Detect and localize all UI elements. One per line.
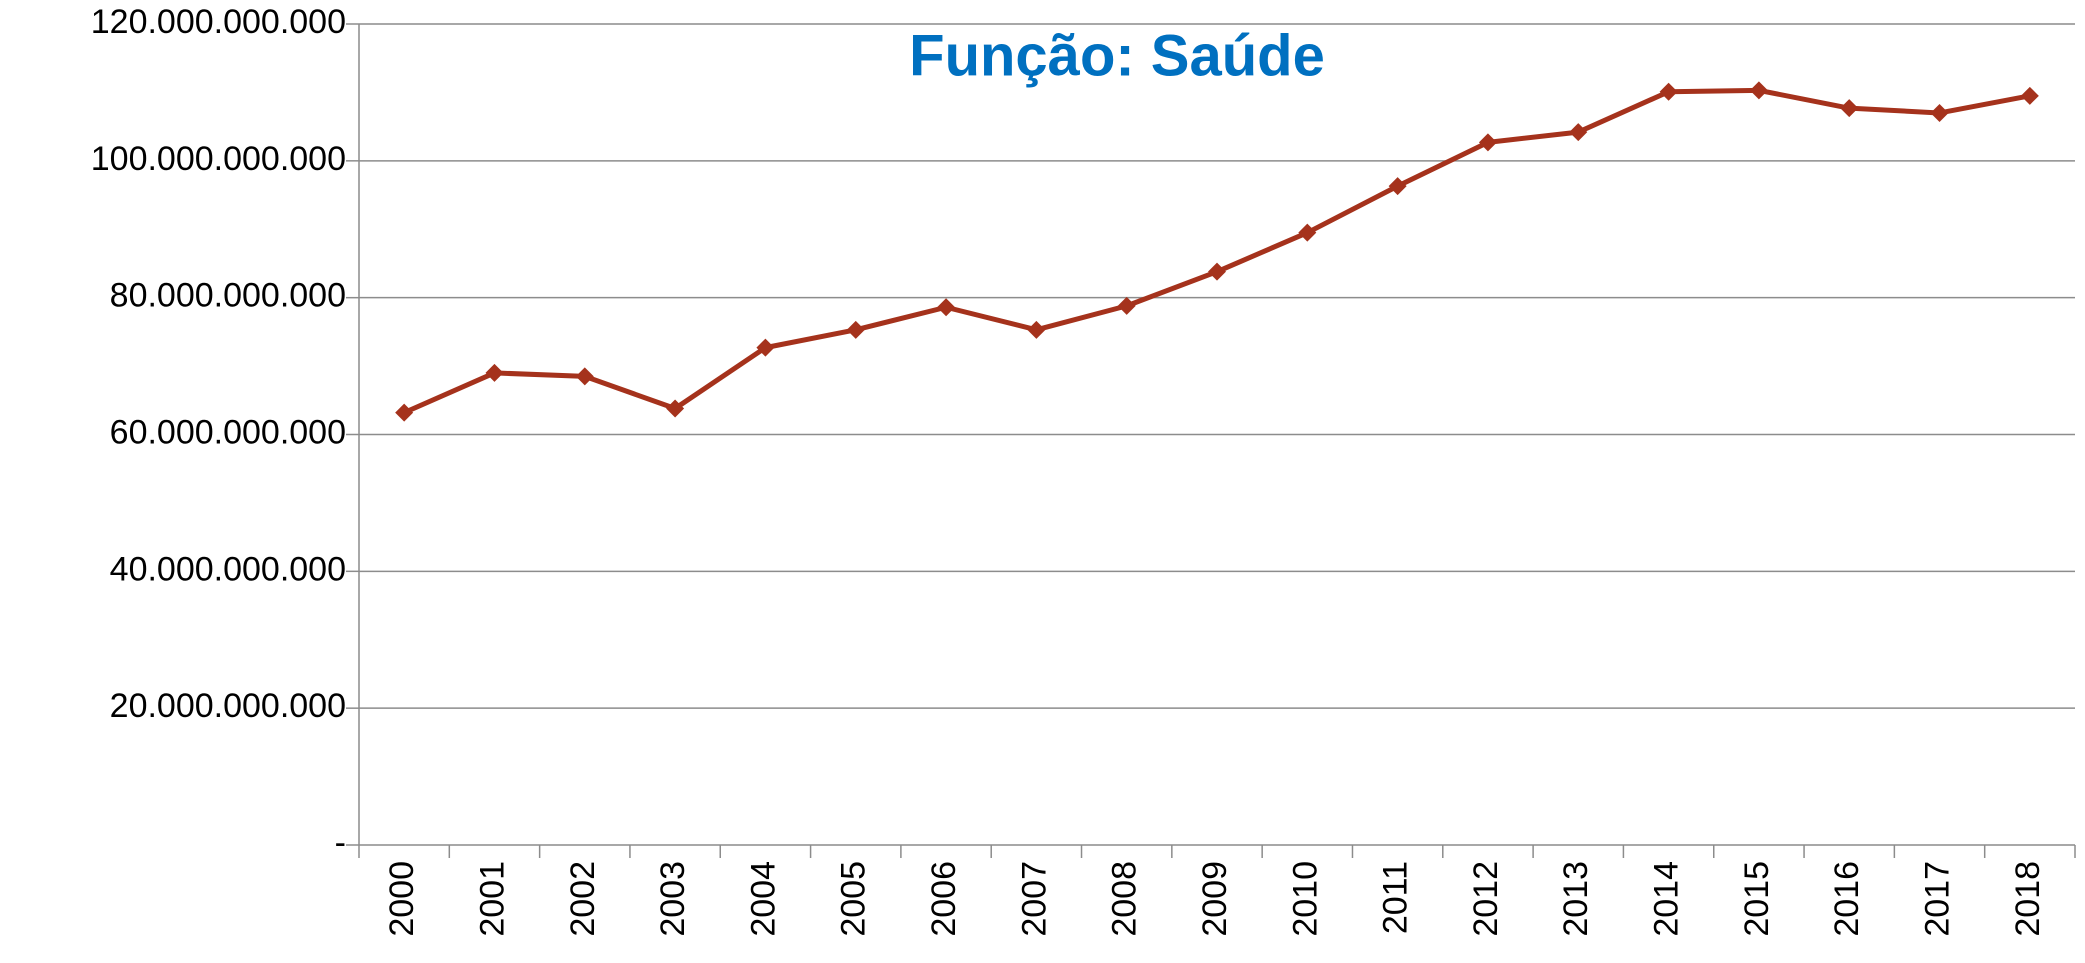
data-point	[2020, 86, 2039, 105]
y-tick-label: 80.000.000.000	[110, 277, 346, 315]
y-tick-label: 120.000.000.000	[91, 3, 346, 41]
x-tick-label: 2006	[925, 861, 963, 937]
data-point	[1478, 133, 1497, 152]
x-tick-label: 2011	[1377, 861, 1415, 934]
data-point	[1027, 320, 1046, 339]
x-tick-label: 2014	[1648, 861, 1686, 937]
x-tick-label: 2000	[383, 861, 421, 937]
x-tick-label: 2007	[1015, 861, 1053, 937]
x-tick-label: 2003	[654, 861, 692, 937]
x-tick-label: 2009	[1196, 861, 1234, 937]
x-tick-label: 2010	[1286, 861, 1324, 937]
data-point	[937, 298, 956, 317]
x-tick-label: 2008	[1106, 861, 1144, 937]
y-tick-label: 100.000.000.000	[91, 140, 346, 178]
chart-title: Função: Saúde	[909, 23, 1325, 88]
y-tick-label: 40.000.000.000	[110, 550, 346, 588]
data-point	[666, 399, 685, 418]
data-point	[1840, 99, 1859, 118]
x-tick-label: 2001	[473, 861, 511, 937]
x-tick-label: 2016	[1828, 861, 1866, 937]
data-point	[1298, 223, 1317, 242]
data-point	[1388, 177, 1407, 196]
data-point	[575, 367, 594, 386]
data-point	[1930, 103, 1949, 122]
data-point	[1659, 82, 1678, 101]
x-tick-label: 2005	[835, 861, 873, 937]
x-tick-label: 2012	[1467, 861, 1505, 937]
x-tick-label: 2018	[2009, 861, 2047, 937]
data-point	[756, 338, 775, 357]
data-point	[1208, 262, 1226, 281]
data-point	[1569, 123, 1588, 142]
y-tick-label: 20.000.000.000	[110, 687, 346, 725]
data-point	[1117, 296, 1136, 315]
data-line	[403, 87, 2031, 415]
y-tick-label: 60.000.000.000	[110, 413, 346, 451]
x-tick-label: 2002	[564, 861, 602, 937]
x-tick-label: 2013	[1557, 861, 1595, 937]
data-point	[846, 320, 865, 339]
data-point	[485, 363, 504, 382]
data-point	[1749, 81, 1768, 100]
x-tick-label: 2015	[1738, 861, 1776, 937]
x-tick-label: 2017	[1919, 861, 1957, 937]
x-tick-label: 2004	[744, 861, 782, 937]
data-point	[395, 403, 414, 422]
y-tick-label: -	[335, 824, 346, 862]
